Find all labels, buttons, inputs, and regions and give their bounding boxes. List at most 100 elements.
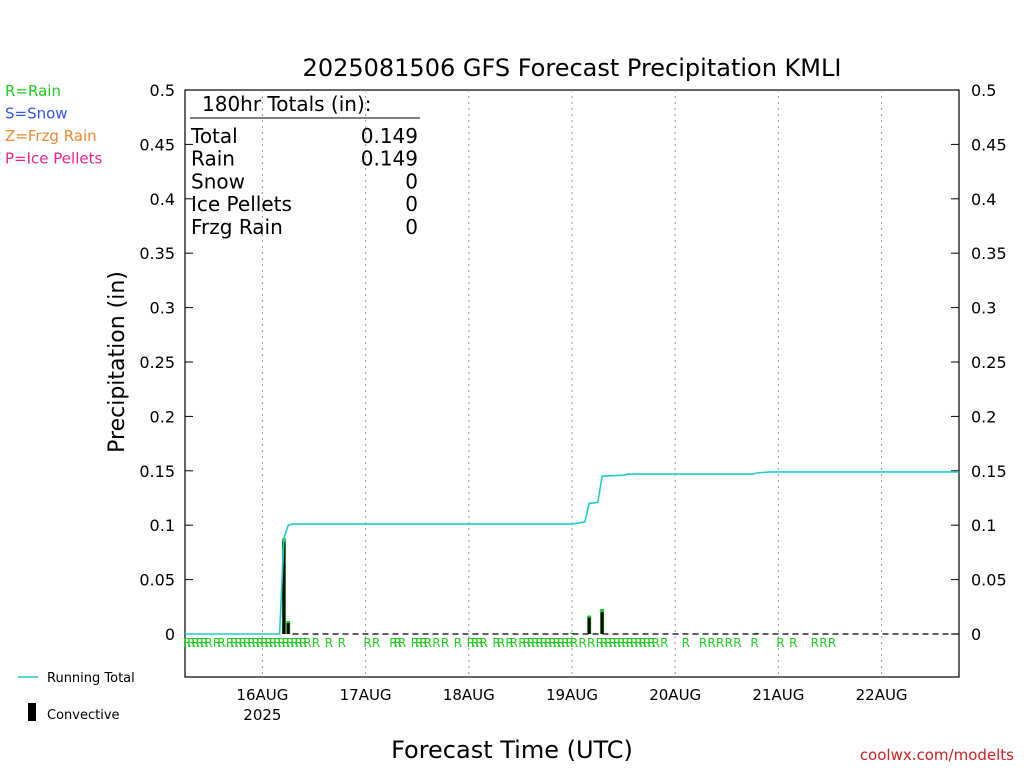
- ptype-marker: R: [811, 636, 819, 650]
- x-axis: 16AUG 2025 17AUG 18AUG 19AUG 20AUG 21AUG 22AUG: [236, 686, 907, 724]
- y-axis-right: 0 0.05 0.1 0.15 0.2 0.25 0.3 0.35 0.4 0.45 0.5: [951, 81, 1007, 644]
- y-axis-left: 0 0.05 0.1 0.15 0.2 0.25 0.3 0.35 0.4 0.45 0.5: [139, 81, 193, 644]
- ptype-marker: R: [544, 636, 552, 650]
- vertical-gridlines: [261, 90, 883, 677]
- ptype-marker: R: [290, 636, 298, 650]
- ptype-marker: R: [505, 636, 513, 650]
- ptype-legend-item: R=Rain: [5, 82, 61, 100]
- y-tick-label-left: 0.35: [139, 244, 175, 263]
- ptype-marker: R: [626, 636, 634, 650]
- ptype-marker: R: [475, 636, 483, 650]
- ptype-marker: R: [578, 636, 586, 650]
- y-tick-label-right: 0.1: [971, 516, 996, 535]
- y-tick-label-right: 0.5: [971, 81, 996, 100]
- ptype-marker: R: [312, 636, 320, 650]
- ptype-marker: R: [183, 636, 191, 650]
- running-total-line: [185, 471, 959, 635]
- ptype-marker: R: [441, 636, 449, 650]
- totals-row-label: Total: [190, 124, 238, 148]
- ptype-legend-item: S=Snow: [5, 105, 68, 123]
- ptype-marker: R: [596, 636, 604, 650]
- ptype-marker: R: [411, 636, 419, 650]
- ptype-marker: R: [217, 636, 225, 650]
- totals-row-value: 0: [405, 192, 418, 216]
- ptype-marker: R: [243, 636, 251, 650]
- totals-row-label: Ice Pellets: [191, 192, 292, 216]
- y-tick-label-left: 0.45: [139, 135, 175, 154]
- ptype-marker: R: [561, 636, 569, 650]
- ptype-marker: R: [540, 636, 548, 650]
- ptype-marker: R: [394, 636, 402, 650]
- ptype-marker: R: [265, 636, 273, 650]
- ptype-marker: R: [819, 636, 827, 650]
- y-tick-label-left: 0.3: [150, 299, 175, 318]
- ptype-marker: R: [204, 636, 212, 650]
- ptype-marker: R: [497, 636, 505, 650]
- ptype-marker: R: [647, 636, 655, 650]
- ptype-marker: R: [613, 636, 621, 650]
- convective-bar: [587, 617, 591, 634]
- ptype-marker: R: [634, 636, 642, 650]
- ptype-marker: R: [234, 636, 242, 650]
- totals-box: 180hr Totals (in): Total 0.149 Rain 0.149 Sn…: [190, 92, 420, 239]
- ptype-marker: R: [239, 636, 247, 650]
- ptype-marker: R: [338, 636, 346, 650]
- totals-row-label: Rain: [191, 147, 235, 171]
- totals-rows: Total 0.149 Rain 0.149 Snow 0 Ice Pellets 0 Frzg…: [190, 124, 418, 239]
- ptype-marker: R: [557, 636, 565, 650]
- ptype-marker: R: [467, 636, 475, 650]
- ptype-marker: R: [269, 636, 277, 650]
- ptype-marker: R: [213, 636, 221, 650]
- ptype-marker: R: [621, 636, 629, 650]
- ptype-marker: R: [716, 636, 724, 650]
- totals-header: 180hr Totals (in):: [202, 92, 372, 116]
- ptype-marker: R: [277, 636, 285, 650]
- ptype-marker: R: [518, 636, 526, 650]
- precip-bars: [281, 538, 959, 635]
- y-tick-label-left: 0.2: [150, 407, 175, 426]
- convective-legend-label: Convective: [47, 708, 120, 723]
- ptype-marker: R: [630, 636, 638, 650]
- ptype-marker: R: [419, 636, 427, 650]
- totals-row-value: 0: [405, 215, 418, 239]
- ptype-marker: R: [191, 636, 199, 650]
- y-tick-label-right: 0.15: [971, 462, 1007, 481]
- ptype-marker: R: [256, 636, 264, 650]
- convective-bars: [282, 541, 604, 634]
- ptype-marker: R: [707, 636, 715, 650]
- ptype-marker: R: [682, 636, 690, 650]
- x-tick-sublabel: 2025: [243, 706, 281, 724]
- y-tick-label-left: 0.05: [139, 571, 175, 590]
- ptype-marker: R: [247, 636, 255, 650]
- y-tick-label-right: 0.35: [971, 244, 1007, 263]
- x-tick-label: 22AUG: [856, 686, 908, 704]
- convective-legend-swatch: [28, 703, 36, 721]
- ptype-marker: R: [196, 636, 204, 650]
- ptype-marker: R: [325, 636, 333, 650]
- y-tick-label-right: 0: [971, 625, 981, 644]
- ptype-marker: R: [187, 636, 195, 650]
- x-tick-label: 19AUG: [546, 686, 598, 704]
- convective-bar: [286, 623, 290, 634]
- ptype-marker: R: [570, 636, 578, 650]
- ptype-marker: R: [480, 636, 488, 650]
- ptype-marker: R: [295, 636, 303, 650]
- ptype-marker: R: [699, 636, 707, 650]
- ptype-marker: R: [604, 636, 612, 650]
- ptype-marker: R: [609, 636, 617, 650]
- ptype-marker: R: [230, 636, 238, 650]
- y-tick-label-right: 0.25: [971, 353, 1007, 372]
- x-tick-label: 18AUG: [443, 686, 495, 704]
- watermark: coolwx.com/modelts: [860, 746, 1014, 764]
- ptype-marker: R: [566, 636, 574, 650]
- chart-title: 2025081506 GFS Forecast Precipitation KM…: [303, 54, 842, 82]
- ptype-marker: R: [531, 636, 539, 650]
- ptype-marker: R: [587, 636, 595, 650]
- y-tick-label-right: 0.05: [971, 571, 1007, 590]
- y-tick-label-right: 0.45: [971, 135, 1007, 154]
- convective-bar: [282, 541, 286, 634]
- y-tick-label-right: 0.3: [971, 299, 996, 318]
- ptype-marker: R: [492, 636, 500, 650]
